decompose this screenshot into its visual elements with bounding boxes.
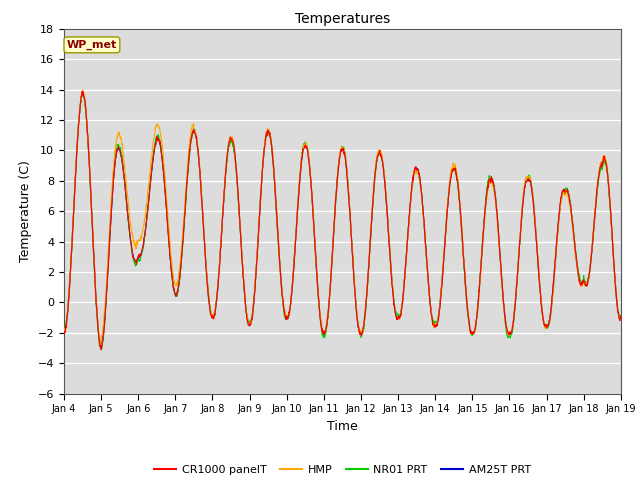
- CR1000 panelT: [617, 312, 625, 318]
- CR1000 panelT: [308, 200, 316, 205]
- HMP: [319, 329, 326, 335]
- NR01 PRT: [127, 237, 134, 243]
- NR01 PRT: [319, 333, 326, 338]
- NR01 PRT: [617, 312, 625, 318]
- X-axis label: Time: Time: [327, 420, 358, 432]
- CR1000 panelT: [60, 331, 68, 337]
- HMP: [60, 326, 68, 332]
- Line: AM25T PRT: AM25T PRT: [64, 93, 621, 349]
- NR01 PRT: [378, 157, 385, 163]
- NR01 PRT: [97, 347, 105, 353]
- NR01 PRT: [60, 328, 68, 334]
- Line: NR01 PRT: NR01 PRT: [64, 94, 621, 350]
- HMP: [97, 345, 104, 350]
- AM25T PRT: [308, 202, 316, 207]
- HMP: [308, 201, 316, 206]
- CR1000 panelT: [127, 237, 134, 242]
- HMP: [297, 160, 305, 166]
- Legend: CR1000 panelT, HMP, NR01 PRT, AM25T PRT: CR1000 panelT, HMP, NR01 PRT, AM25T PRT: [150, 460, 535, 479]
- NR01 PRT: [79, 91, 87, 96]
- AM25T PRT: [104, 268, 111, 274]
- HMP: [104, 256, 111, 262]
- Y-axis label: Temperature (C): Temperature (C): [19, 160, 32, 262]
- AM25T PRT: [319, 328, 326, 334]
- CR1000 panelT: [98, 347, 106, 352]
- NR01 PRT: [104, 265, 111, 271]
- AM25T PRT: [617, 314, 625, 320]
- Line: CR1000 panelT: CR1000 panelT: [64, 91, 621, 349]
- AM25T PRT: [78, 90, 86, 96]
- CR1000 panelT: [104, 266, 111, 272]
- AM25T PRT: [60, 330, 68, 336]
- HMP: [617, 317, 625, 323]
- AM25T PRT: [297, 163, 305, 169]
- CR1000 panelT: [319, 327, 326, 333]
- AM25T PRT: [127, 237, 134, 243]
- CR1000 panelT: [297, 163, 305, 169]
- AM25T PRT: [378, 153, 385, 158]
- HMP: [127, 219, 134, 225]
- CR1000 panelT: [78, 88, 86, 94]
- NR01 PRT: [308, 202, 316, 208]
- HMP: [378, 151, 385, 156]
- AM25T PRT: [97, 346, 105, 352]
- Line: HMP: HMP: [64, 90, 621, 348]
- Text: WP_met: WP_met: [67, 40, 117, 50]
- NR01 PRT: [297, 160, 305, 166]
- HMP: [79, 87, 87, 93]
- Title: Temperatures: Temperatures: [295, 12, 390, 26]
- CR1000 panelT: [378, 155, 385, 161]
